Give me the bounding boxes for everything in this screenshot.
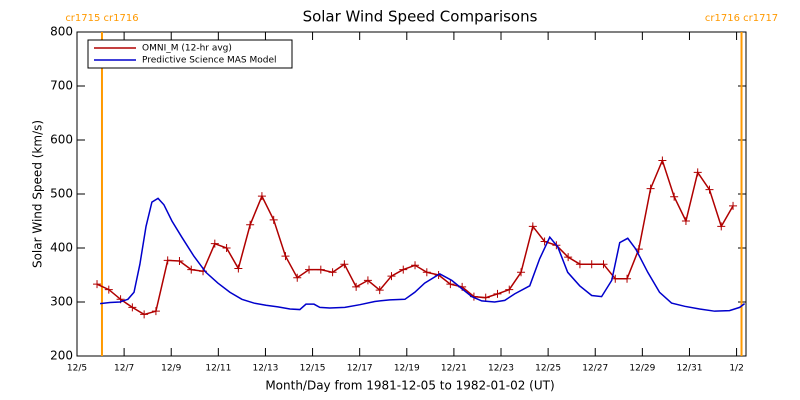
x-tick-label: 12/25 — [535, 364, 561, 374]
x-tick-label: 12/7 — [114, 364, 134, 374]
data-marker — [575, 260, 584, 269]
data-marker — [517, 268, 526, 277]
carrington-label: cr1715 cr1716 — [65, 13, 138, 24]
data-marker — [658, 156, 667, 165]
x-tick-label: 12/11 — [205, 364, 231, 374]
x-tick-label: 12/13 — [252, 364, 278, 374]
data-marker — [363, 276, 372, 285]
legend-label: Predictive Science MAS Model — [142, 56, 277, 66]
data-marker — [210, 239, 219, 248]
x-tick-label: 12/31 — [676, 364, 702, 374]
y-tick-label: 600 — [50, 133, 73, 147]
data-marker — [187, 265, 196, 274]
data-marker — [222, 244, 231, 252]
y-tick-label: 200 — [50, 349, 73, 363]
legend-box — [87, 39, 293, 69]
data-marker — [375, 286, 384, 295]
y-tick-label: 800 — [50, 25, 73, 39]
data-marker — [340, 260, 349, 269]
x-tick-label: 12/9 — [161, 364, 181, 374]
y-tick-label: 400 — [50, 241, 73, 255]
data-marker — [599, 260, 608, 269]
legend-label: OMNI_M (12-hr avg) — [142, 44, 232, 54]
series-line — [100, 197, 746, 312]
data-marker — [246, 220, 255, 229]
data-marker — [352, 282, 361, 291]
data-marker — [481, 293, 490, 302]
carrington-label: cr1716 cr1717 — [705, 13, 778, 24]
x-tick-label: 12/21 — [441, 364, 467, 374]
data-marker — [681, 217, 690, 225]
y-tick-label: 700 — [50, 79, 73, 93]
data-marker — [140, 310, 149, 319]
data-marker — [693, 168, 702, 177]
data-marker — [411, 261, 420, 270]
data-marker — [163, 256, 172, 265]
x-tick-label: 12/15 — [300, 364, 326, 374]
x-tick-label: 12/27 — [582, 364, 608, 374]
data-marker — [305, 265, 314, 274]
data-marker — [175, 256, 184, 265]
data-marker — [387, 272, 396, 281]
x-tick-label: 1/2 — [729, 364, 743, 374]
x-tick-label: 12/29 — [629, 364, 655, 374]
x-tick-label: 12/19 — [394, 364, 420, 374]
data-marker — [493, 289, 502, 298]
data-marker — [717, 222, 726, 231]
y-axis-label: Solar Wind Speed (km/s) — [31, 120, 45, 268]
chart-title: Solar Wind Speed Comparisons — [303, 8, 538, 26]
data-marker — [128, 303, 137, 312]
data-marker — [729, 201, 738, 210]
data-marker — [399, 265, 408, 274]
data-marker — [446, 280, 455, 289]
data-marker — [705, 185, 714, 194]
data-marker — [587, 260, 596, 269]
data-marker — [234, 264, 243, 273]
x-tick-label: 12/23 — [488, 364, 514, 374]
x-tick-label: 12/5 — [67, 364, 87, 374]
data-marker — [316, 265, 325, 274]
data-marker — [422, 268, 431, 277]
data-marker — [505, 285, 514, 294]
data-marker — [151, 307, 160, 316]
y-tick-label: 300 — [50, 295, 73, 309]
data-marker — [104, 285, 113, 294]
data-marker — [528, 222, 537, 231]
data-marker — [623, 274, 632, 283]
data-marker — [564, 253, 573, 262]
data-marker — [269, 215, 278, 224]
x-axis-label: Month/Day from 1981-12-05 to 1982-01-02 … — [265, 379, 554, 393]
data-marker — [328, 268, 337, 277]
data-marker — [281, 252, 290, 261]
data-marker — [670, 192, 679, 201]
data-marker — [293, 273, 302, 282]
data-marker — [93, 280, 102, 289]
x-tick-label: 12/17 — [347, 364, 373, 374]
data-marker — [257, 192, 266, 201]
y-tick-label: 500 — [50, 187, 73, 201]
data-marker — [646, 184, 655, 193]
